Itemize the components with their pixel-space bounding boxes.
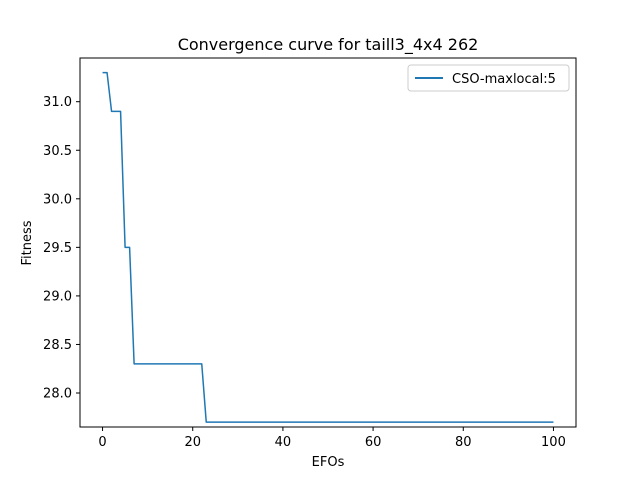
chart-title: Convergence curve for taill3_4x4 262 (178, 35, 479, 55)
y-axis-title: Fitness (20, 220, 35, 265)
y-tick-label: 30.5 (43, 144, 72, 159)
x-tick-label: 40 (275, 435, 292, 450)
plot-frame (79, 57, 577, 428)
legend: CSO-maxlocal:5 (407, 64, 570, 92)
y-tick-label: 28.5 (43, 338, 72, 353)
series-line-0 (102, 71, 554, 423)
x-tick-label: 60 (365, 435, 382, 450)
y-tick-label: 29.5 (43, 241, 72, 256)
x-tick-label: 80 (455, 435, 472, 450)
y-tick-label: 28.0 (43, 387, 72, 402)
x-tick-label: 20 (184, 435, 201, 450)
x-tick-label: 100 (541, 435, 566, 450)
x-tick-label: 0 (98, 435, 106, 450)
y-tick-label: 30.0 (43, 192, 72, 207)
y-tick-label: 29.0 (43, 289, 72, 304)
legend-label: CSO-maxlocal:5 (452, 72, 556, 87)
x-axis-title: EFOs (312, 455, 345, 470)
legend-box (407, 64, 570, 92)
y-tick-label: 31.0 (43, 95, 72, 110)
ticks-layer: 0 20 40 60 80 100 28.0 28.5 29.0 29.5 30.0 30.5 31.0 (43, 95, 566, 450)
series-layer (102, 71, 554, 423)
